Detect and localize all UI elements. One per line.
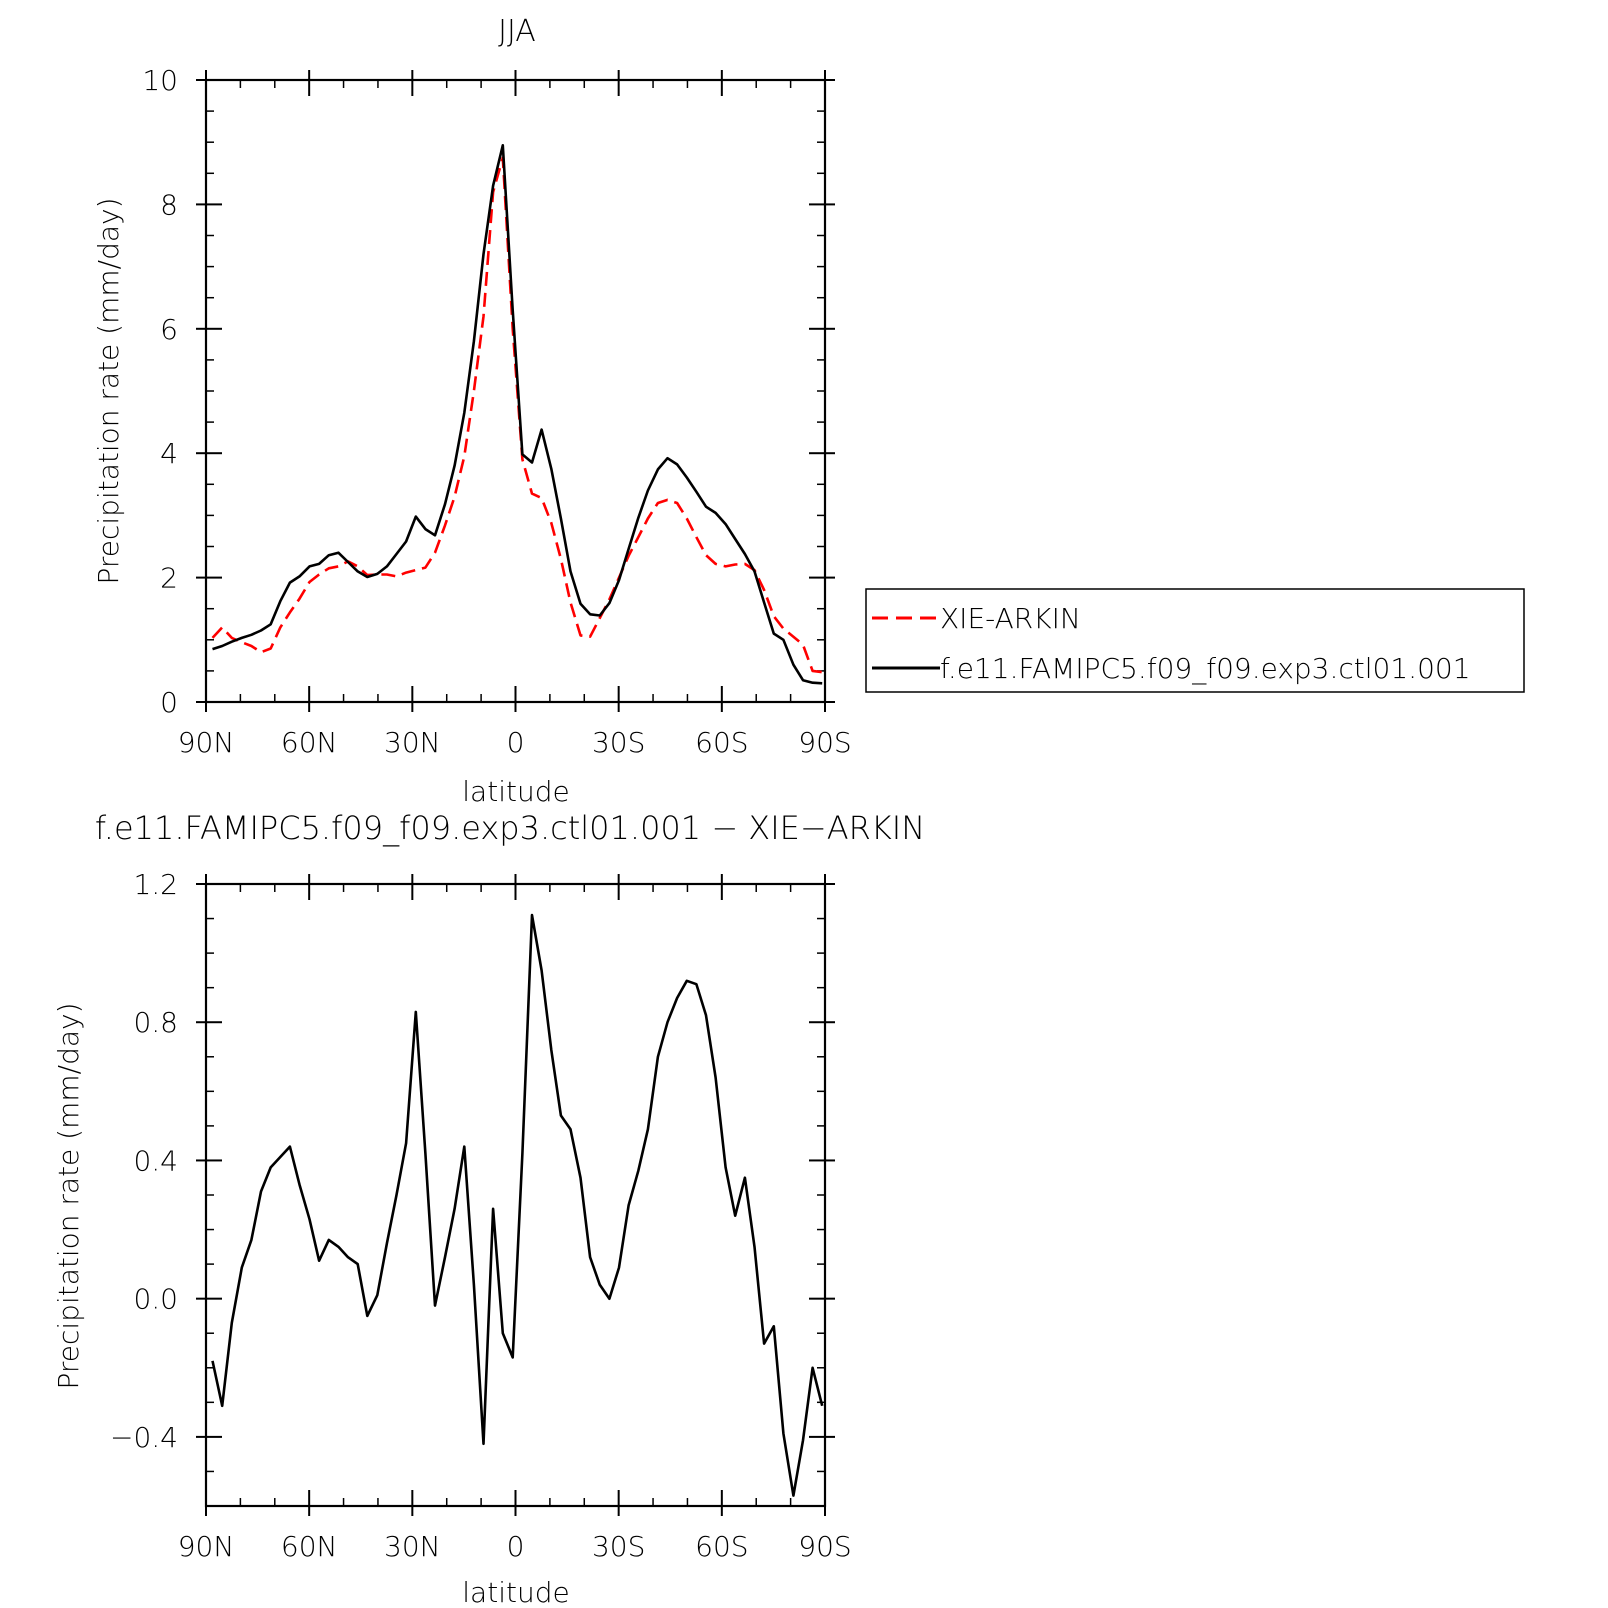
panel-bottom-title: f.e11.FAMIPC5.f09_f09.exp3.ctl01.001 − X… xyxy=(95,809,925,847)
panel-top-series xyxy=(211,144,823,685)
x-tick-label: 30N xyxy=(384,1530,441,1563)
legend-frame xyxy=(865,588,1525,693)
x-tick-label: 60N xyxy=(281,1530,338,1563)
y-tick-label: 8 xyxy=(160,188,178,221)
panel-top-y-tick-labels: 0 2 4 6 8 10 xyxy=(142,64,178,719)
panel-top-x-tick-labels: 90N 60N 30N 0 30S 60S 90S xyxy=(178,726,852,759)
panel-top-title: JJA xyxy=(498,14,536,49)
y-tick-label: 4 xyxy=(160,437,178,470)
x-tick-label: 90N xyxy=(178,726,235,759)
y-tick-label: 0.0 xyxy=(133,1283,178,1316)
y-tick-label: 6 xyxy=(160,313,178,346)
panel-bottom-series xyxy=(211,913,824,1497)
x-tick-label: 60S xyxy=(695,726,748,759)
x-tick-label: 90N xyxy=(178,1530,235,1563)
y-tick-label: −0.4 xyxy=(110,1421,178,1454)
legend-label-xie-arkin: XIE-ARKIN xyxy=(940,602,1081,635)
y-tick-label: 0 xyxy=(160,686,178,719)
series-line-xie-arkin xyxy=(211,156,823,674)
x-tick-label: 30S xyxy=(592,1530,645,1563)
x-tick-label: 90S xyxy=(798,1530,851,1563)
y-tick-label: 10 xyxy=(142,64,178,97)
x-tick-label: 30N xyxy=(384,726,441,759)
panel-bottom-ticks xyxy=(196,874,835,1516)
panel-top: JJA 0 2 4 6 8 10 90N 60N 30N 0 30S 60S 90S latitude… xyxy=(92,14,1525,808)
legend: XIE-ARKIN f.e11.FAMIPC5.f09_f09.exp3.ctl… xyxy=(865,588,1525,693)
panel-top-x-axis-label: latitude xyxy=(462,775,569,808)
panel-top-plot-frame xyxy=(204,78,827,704)
panel-bottom-y-tick-labels: −0.4 0.0 0.4 0.8 1.2 xyxy=(110,868,178,1454)
x-tick-label: 90S xyxy=(798,726,851,759)
x-tick-label: 30S xyxy=(592,726,645,759)
y-tick-label: 0.4 xyxy=(133,1144,178,1177)
y-tick-label: 1.2 xyxy=(133,868,178,901)
panel-top-y-axis-label: Precipitation rate (mm/day) xyxy=(92,197,125,584)
x-tick-label: 60S xyxy=(695,1530,748,1563)
series-line-difference xyxy=(211,913,824,1497)
x-tick-label: 0 xyxy=(507,726,525,759)
x-tick-label: 0 xyxy=(507,1530,525,1563)
panel-top-ticks xyxy=(196,70,835,712)
x-tick-label: 60N xyxy=(281,726,338,759)
legend-label-model: f.e11.FAMIPC5.f09_f09.exp3.ctl01.001 xyxy=(940,652,1471,686)
panel-bottom: f.e11.FAMIPC5.f09_f09.exp3.ctl01.001 − X… xyxy=(52,809,925,1608)
series-line-model xyxy=(212,144,823,685)
y-tick-label: 0.8 xyxy=(133,1006,178,1039)
panel-bottom-x-tick-labels: 90N 60N 30N 0 30S 60S 90S xyxy=(178,1530,852,1563)
panel-bottom-y-axis-label: Precipitation rate (mm/day) xyxy=(52,1002,85,1389)
panel-bottom-x-axis-label: latitude xyxy=(462,1576,569,1608)
y-tick-label: 2 xyxy=(160,562,178,595)
